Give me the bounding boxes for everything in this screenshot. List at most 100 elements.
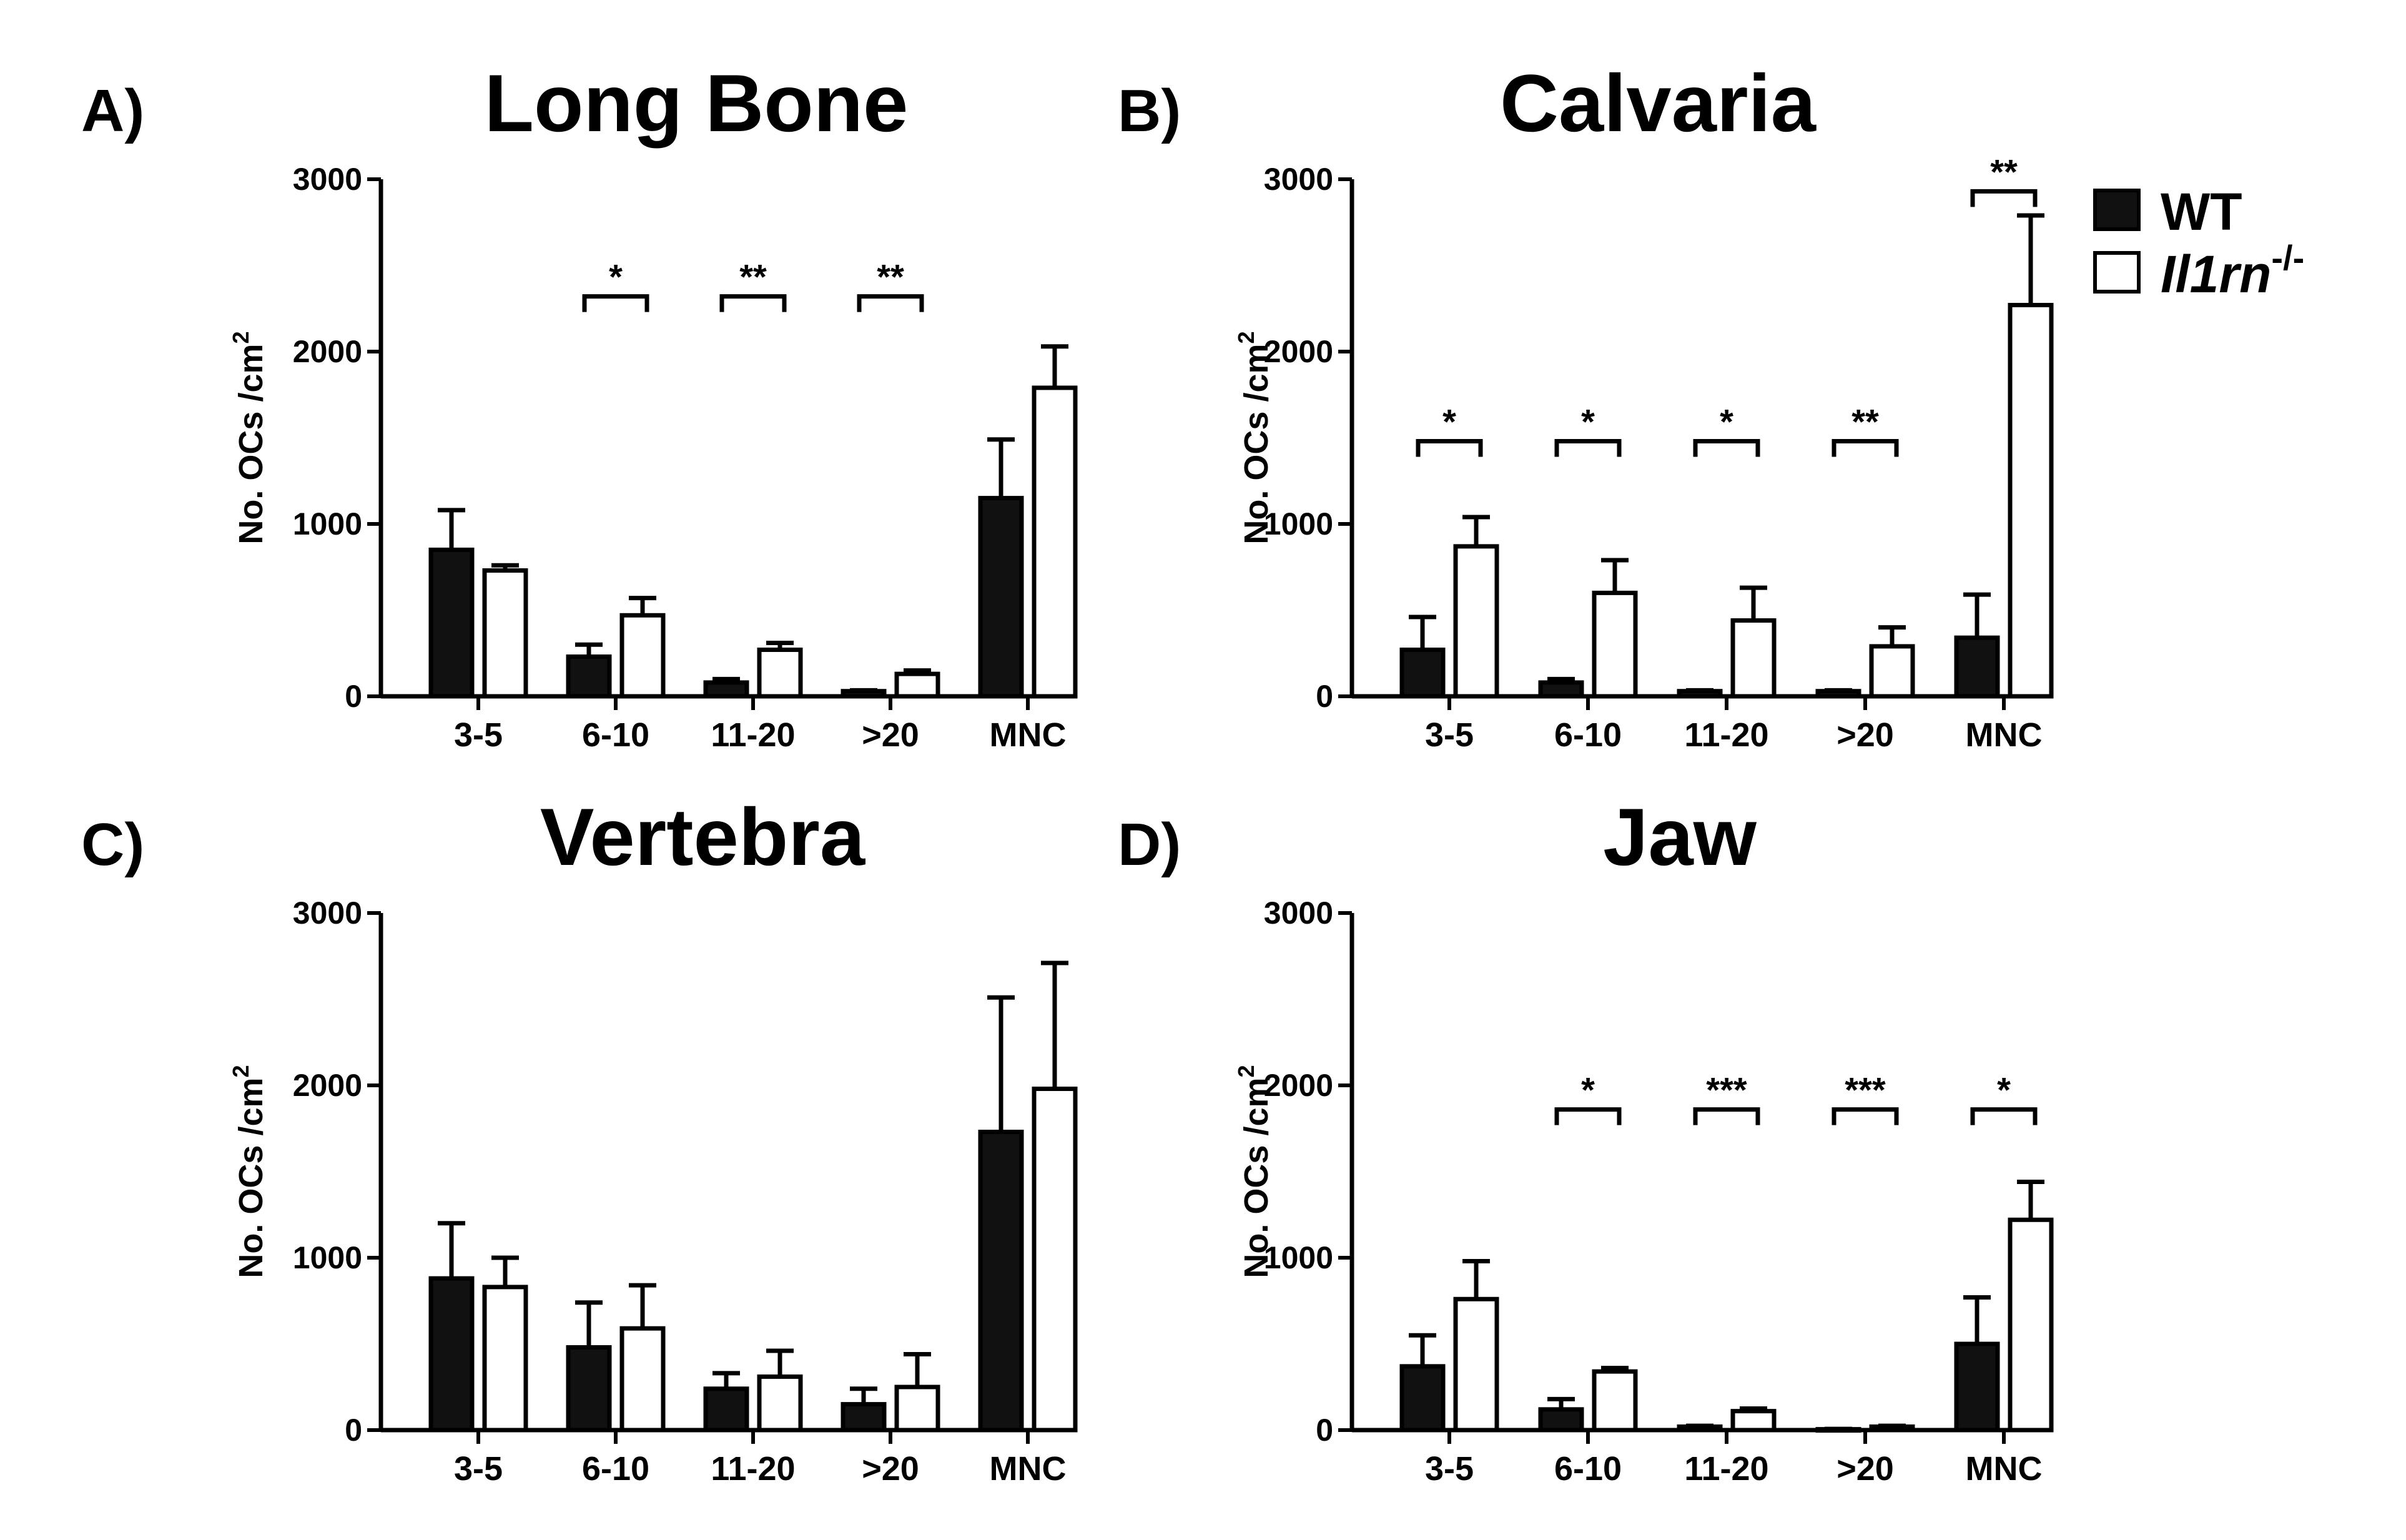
bar-ko — [1453, 544, 1499, 699]
y-tick-label: 0 — [1316, 1413, 1333, 1448]
bar-ko — [619, 613, 666, 699]
y-axis-label-superscript: 2 — [1233, 331, 1259, 343]
bar-ko — [2008, 1217, 2054, 1433]
bar-ko — [482, 1285, 528, 1433]
legend-ko-swatch — [2093, 251, 2141, 294]
y-axis-label-text: No. OCs /cm — [1238, 343, 1275, 544]
significance-bracket — [1832, 1107, 1899, 1125]
significance-label: *** — [1845, 1070, 1886, 1110]
x-tick-label: 3-5 — [1425, 1450, 1474, 1488]
bar-ko — [757, 1374, 803, 1433]
panel-letter: C) — [81, 811, 144, 878]
x-tick-label: 3-5 — [1425, 716, 1474, 754]
significance-label: * — [1581, 402, 1595, 442]
bar-wt — [841, 1402, 887, 1433]
bar-wt — [1954, 1341, 2000, 1433]
bar-wt — [1538, 1407, 1584, 1433]
y-axis-label-text: No. OCs /cm — [232, 343, 270, 544]
bar-wt — [428, 1276, 475, 1433]
x-tick-label: 11-20 — [1684, 1450, 1768, 1488]
bar-wt — [1538, 680, 1584, 699]
chart-panel: C) Vertebra 0 1000 2000 3000 No. OCs /cm2 3-5 6-… — [81, 791, 1078, 1488]
significance-bracket — [719, 294, 787, 312]
y-axis-label-superscript: 2 — [228, 331, 254, 343]
x-tick-label: >20 — [862, 1450, 919, 1488]
significance-label: ** — [739, 257, 767, 297]
significance-label: * — [1720, 402, 1733, 442]
y-tick-label: 2000 — [293, 334, 362, 369]
y-axis-label: No. OCs /cm2 — [1233, 1065, 1275, 1278]
y-tick-label: 2000 — [1264, 334, 1333, 369]
bar-ko — [1869, 644, 1915, 699]
y-tick-label: 3000 — [1264, 896, 1333, 930]
y-axis-label-superscript: 2 — [228, 1065, 254, 1077]
bar-ko — [1453, 1296, 1499, 1433]
chart-panel: A) Long Bone 0 1000 2000 3000 No. OCs /cm2 3-5 6… — [81, 57, 1078, 754]
legend-ko-name: Il1rn — [2161, 245, 2271, 304]
y-tick-label: 1000 — [1264, 1240, 1333, 1275]
significance-bracket — [1693, 1107, 1760, 1125]
y-tick-label: 0 — [1316, 679, 1333, 714]
y-tick-label: 2000 — [293, 1068, 362, 1103]
significance-label: * — [609, 257, 623, 297]
y-tick-label: 0 — [345, 1413, 362, 1448]
bar-ko — [1032, 385, 1078, 699]
bar-ko — [1592, 1369, 1638, 1433]
y-tick-label: 0 — [345, 679, 362, 714]
panel-title: Calvaria — [1500, 57, 1817, 149]
y-axis-label-superscript: 2 — [1233, 1065, 1259, 1077]
significance-label: ** — [1990, 152, 2018, 191]
bar-wt — [1954, 635, 2000, 699]
panel-letter: B) — [1118, 77, 1181, 144]
significance-bracket — [1693, 439, 1760, 457]
y-axis-label-text: No. OCs /cm — [1238, 1077, 1275, 1278]
y-tick-label: 1000 — [293, 1240, 362, 1275]
significance-label: * — [1997, 1070, 2011, 1110]
x-tick-label: MNC — [1966, 716, 2043, 754]
y-axis-label: No. OCs /cm2 — [1233, 331, 1275, 544]
chart-panel: B) Calvaria 0 1000 2000 3000 No. OCs /cm2 3-5 * 6… — [1118, 57, 2054, 754]
legend-ko-label: Il1rn-/- — [2161, 238, 2304, 304]
y-axis-label-text: No. OCs /cm — [232, 1077, 270, 1278]
bar-ko — [1730, 618, 1777, 699]
y-tick-label: 1000 — [293, 506, 362, 541]
significance-label: * — [1581, 1070, 1595, 1110]
y-tick-label: 1000 — [1264, 506, 1333, 541]
significance-label: *** — [1706, 1070, 1747, 1110]
bar-wt — [1399, 1364, 1446, 1433]
bar-wt — [566, 1345, 612, 1433]
bar-wt — [978, 1130, 1024, 1433]
legend-ko-superscript: -/- — [2271, 238, 2304, 277]
bar-wt — [703, 680, 749, 699]
x-tick-label: 3-5 — [454, 716, 503, 754]
bar-ko — [1032, 1087, 1078, 1433]
significance-bracket — [1554, 439, 1622, 457]
bar-wt — [428, 547, 475, 699]
x-tick-label: 6-10 — [1554, 1450, 1622, 1488]
bar-wt — [1399, 647, 1446, 699]
significance-bracket — [1970, 1107, 2038, 1125]
legend-wt-label: WT — [2161, 182, 2242, 241]
y-axis-label: No. OCs /cm2 — [228, 1065, 270, 1278]
panel-title: Vertebra — [540, 791, 866, 882]
significance-bracket — [1970, 189, 2038, 207]
bar-ko — [619, 1326, 666, 1433]
x-tick-label: 11-20 — [711, 716, 795, 754]
y-tick-label: 2000 — [1264, 1068, 1333, 1103]
x-tick-label: MNC — [990, 1450, 1067, 1488]
y-tick-label: 3000 — [1264, 162, 1333, 197]
chart-panel: D) Jaw 0 1000 2000 3000 No. OCs /cm2 3-5 6-10 * 11… — [1118, 791, 2054, 1488]
significance-bracket — [1416, 439, 1483, 457]
x-tick-label: 11-20 — [711, 1450, 795, 1488]
x-tick-label: 6-10 — [1554, 716, 1622, 754]
significance-bracket — [1554, 1107, 1622, 1125]
bar-ko — [894, 671, 940, 699]
significance-label: ** — [1851, 402, 1879, 442]
bar-wt — [703, 1386, 749, 1433]
x-tick-label: 3-5 — [454, 1450, 503, 1488]
bar-wt — [566, 654, 612, 699]
panel-title: Jaw — [1603, 791, 1757, 882]
significance-bracket — [857, 294, 924, 312]
panel-title: Long Bone — [485, 57, 909, 149]
